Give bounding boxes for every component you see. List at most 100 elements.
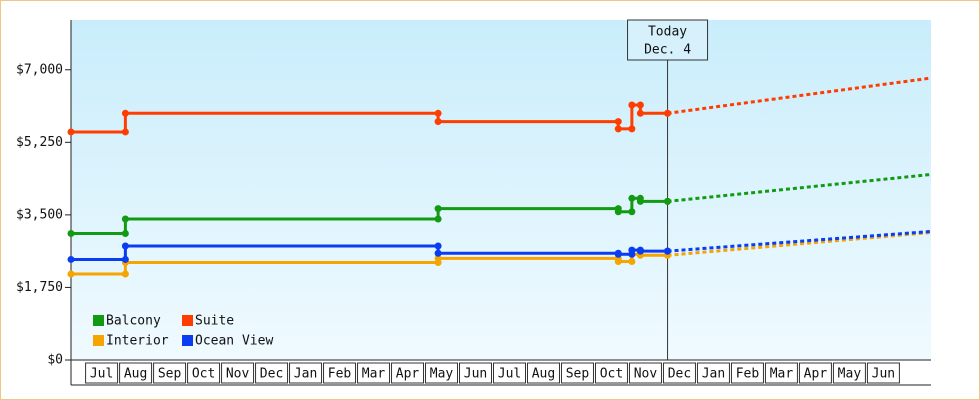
x-tick-label: Jan bbox=[702, 367, 725, 382]
x-tick-label: May bbox=[430, 367, 454, 382]
step-corner bbox=[614, 118, 622, 126]
x-tick-label: Sep bbox=[158, 367, 182, 382]
legend-swatch bbox=[182, 335, 193, 346]
x-tick-box bbox=[323, 362, 357, 384]
legend-label: Interior bbox=[106, 334, 169, 349]
projection-line bbox=[667, 76, 932, 115]
x-tick-label: Jul bbox=[498, 367, 521, 382]
point bbox=[434, 254, 442, 262]
x-tick-label: Jun bbox=[872, 367, 895, 382]
legend-label: Balcony bbox=[106, 314, 161, 329]
step-corner bbox=[121, 128, 129, 136]
point bbox=[67, 128, 75, 136]
x-tick-box bbox=[730, 362, 764, 384]
x-tick-box bbox=[526, 362, 560, 384]
x-tick-label: Apr bbox=[396, 367, 420, 382]
x-tick-box bbox=[866, 362, 900, 384]
x-tick-label: Jun bbox=[464, 367, 487, 382]
x-tick-box bbox=[662, 362, 696, 384]
x-tick-label: Nov bbox=[226, 367, 250, 382]
point bbox=[664, 247, 672, 255]
point bbox=[614, 125, 622, 133]
point bbox=[121, 109, 129, 117]
x-tick-label: Apr bbox=[804, 367, 828, 382]
x-tick-label: Oct bbox=[600, 367, 623, 382]
today-box bbox=[627, 19, 709, 61]
point bbox=[434, 249, 442, 257]
today-label: Today bbox=[648, 25, 687, 40]
x-tick-label: Mar bbox=[770, 367, 794, 382]
step-corner bbox=[636, 101, 644, 109]
x-tick-box bbox=[696, 362, 730, 384]
legend-swatch bbox=[93, 335, 104, 346]
y-tick-label: $0 bbox=[47, 353, 63, 368]
legend-label: Ocean View bbox=[195, 334, 273, 349]
step-corner bbox=[628, 208, 636, 216]
point bbox=[434, 205, 442, 213]
x-tick-label: Sep bbox=[566, 367, 590, 382]
step-corner bbox=[121, 230, 129, 238]
point bbox=[121, 215, 129, 223]
point bbox=[664, 109, 672, 117]
point bbox=[121, 242, 129, 250]
projection-line bbox=[667, 229, 932, 253]
point bbox=[664, 197, 672, 205]
x-tick-label: Dec bbox=[260, 367, 283, 382]
point bbox=[636, 109, 644, 117]
point bbox=[434, 118, 442, 126]
step-corner bbox=[434, 109, 442, 117]
x-tick-box bbox=[255, 362, 289, 384]
x-tick-box bbox=[594, 362, 628, 384]
x-tick-box bbox=[187, 362, 221, 384]
point bbox=[67, 255, 75, 263]
x-tick-box bbox=[493, 362, 526, 384]
x-tick-box bbox=[425, 362, 459, 384]
x-tick-label: Mar bbox=[362, 367, 386, 382]
x-tick-box bbox=[357, 362, 391, 384]
point bbox=[628, 246, 636, 254]
x-tick-label: Aug bbox=[532, 367, 555, 382]
x-tick-box bbox=[119, 362, 153, 384]
point bbox=[614, 208, 622, 216]
point bbox=[628, 101, 636, 109]
step-corner bbox=[121, 270, 129, 278]
x-tick-label: Jan bbox=[294, 367, 317, 382]
x-tick-label: Feb bbox=[328, 367, 352, 382]
x-tick-label: Nov bbox=[634, 367, 658, 382]
x-tick-box bbox=[459, 362, 493, 384]
projection-line bbox=[667, 231, 932, 257]
legend-label: Suite bbox=[195, 314, 234, 329]
x-tick-box bbox=[289, 362, 323, 384]
step-corner bbox=[434, 215, 442, 223]
x-tick-box bbox=[764, 362, 798, 384]
y-tick-label: $3,500 bbox=[16, 207, 63, 222]
point bbox=[67, 230, 75, 238]
plot-area bbox=[71, 20, 931, 360]
x-tick-box bbox=[560, 362, 594, 384]
y-tick-label: $1,750 bbox=[16, 280, 63, 295]
x-tick-box bbox=[153, 362, 187, 384]
point bbox=[614, 250, 622, 258]
y-tick-label: $7,000 bbox=[16, 62, 63, 77]
legend-swatch bbox=[93, 315, 104, 326]
x-tick-box bbox=[221, 362, 255, 384]
x-tick-box bbox=[798, 362, 832, 384]
x-tick-label: Jul bbox=[90, 367, 113, 382]
x-tick-label: Dec bbox=[668, 367, 691, 382]
x-tick-box bbox=[832, 362, 866, 384]
today-date: Dec. 4 bbox=[644, 43, 691, 58]
point bbox=[636, 247, 644, 255]
point bbox=[614, 258, 622, 266]
legend-swatch bbox=[182, 315, 193, 326]
projection-line bbox=[667, 172, 932, 203]
y-tick-label: $5,250 bbox=[16, 135, 63, 150]
step-corner bbox=[434, 242, 442, 250]
x-tick-label: May bbox=[838, 367, 862, 382]
step-corner bbox=[121, 255, 129, 263]
step-corner bbox=[628, 125, 636, 133]
x-tick-box bbox=[391, 362, 425, 384]
x-tick-label: Oct bbox=[192, 367, 215, 382]
x-tick-box bbox=[628, 362, 662, 384]
x-tick-label: Feb bbox=[736, 367, 760, 382]
